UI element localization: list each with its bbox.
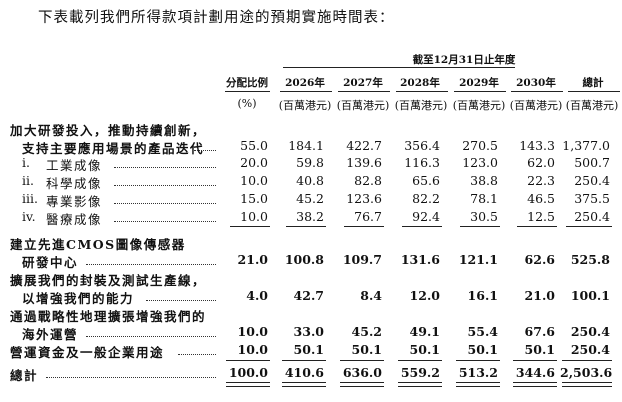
unit-allocation: (%) — [237, 97, 257, 110]
col-header-2028: 2028年 — [400, 77, 440, 89]
col-header-2030: 2030年 — [516, 77, 556, 89]
period-rule — [283, 67, 515, 68]
unit-2030: (百萬港元) — [509, 99, 563, 112]
col-header-2026: 2026年 — [285, 77, 325, 89]
unit-total: (百萬港元) — [565, 99, 619, 112]
unit-2028: (百萬港元) — [394, 99, 448, 112]
col-header-total: 總計 — [582, 77, 604, 89]
unit-2027: (百萬港元) — [336, 99, 390, 112]
period-header: 截至12月31日止年度 — [412, 54, 516, 66]
unit-2029: (百萬港元) — [452, 99, 506, 112]
col-header-2029: 2029年 — [459, 77, 499, 89]
col-header-2027: 2027年 — [343, 77, 383, 89]
intro-text: 下表載列我們所得款項計劃用途的預期實施時間表： — [38, 10, 395, 26]
unit-2026: (百萬港元) — [278, 99, 332, 112]
col-header-allocation: 分配比例 — [226, 77, 268, 89]
